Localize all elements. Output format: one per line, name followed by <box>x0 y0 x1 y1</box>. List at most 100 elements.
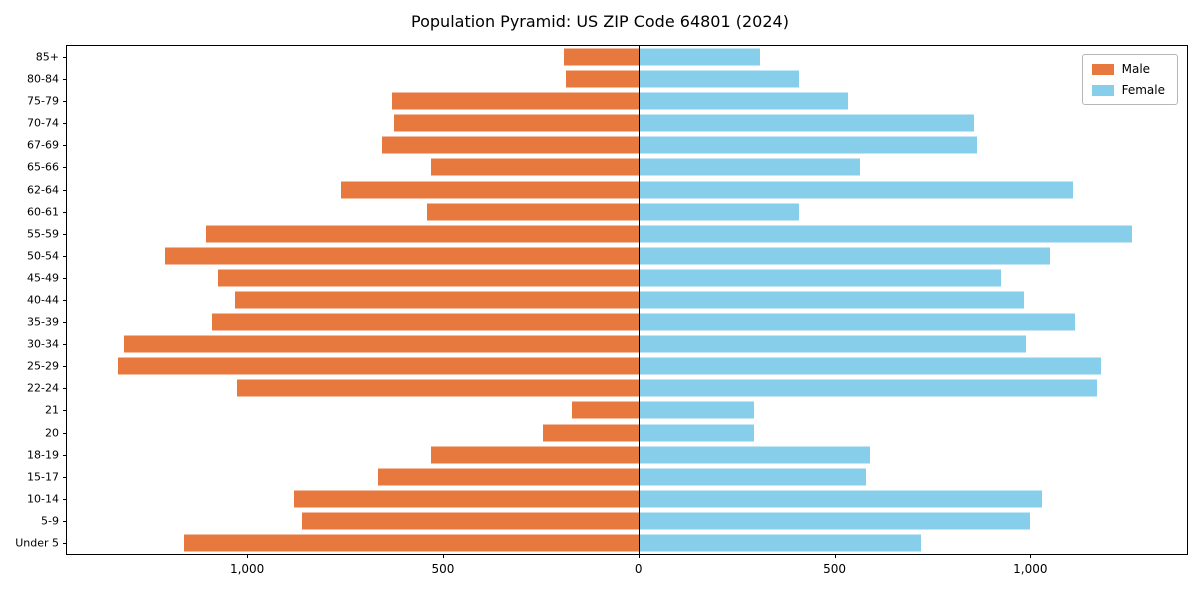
female-bar <box>638 446 870 464</box>
male-bar <box>393 114 639 132</box>
age-group-label: 55-59 <box>27 227 59 241</box>
age-group-label: 22-24 <box>27 381 59 395</box>
y-tick <box>63 344 67 346</box>
age-row: 65-66 <box>27 156 1187 178</box>
zero-axis-line <box>638 46 641 554</box>
female-bar <box>638 401 755 419</box>
y-tick <box>63 211 67 213</box>
female-bar <box>638 335 1027 353</box>
y-tick <box>63 101 67 103</box>
x-tick <box>442 554 444 558</box>
female-bar <box>638 512 1031 530</box>
age-group-label: 60-61 <box>27 205 59 219</box>
age-group-label: 80-84 <box>27 72 59 86</box>
age-group-label: 65-66 <box>27 160 59 174</box>
male-bar <box>542 424 639 441</box>
age-row: 21 <box>45 399 1187 421</box>
female-bar <box>638 158 860 176</box>
age-row: 25-29 <box>27 355 1187 377</box>
legend-entry-male: Male <box>1091 62 1165 76</box>
age-row: 20 <box>45 421 1187 443</box>
y-tick <box>63 57 67 59</box>
female-bar <box>638 225 1133 243</box>
female-bar <box>638 291 1025 309</box>
legend-entry-female: Female <box>1091 83 1165 97</box>
age-group-label: 45-49 <box>27 271 59 285</box>
female-bar <box>638 203 800 221</box>
age-group-label: 62-64 <box>27 183 59 197</box>
female-bar <box>638 468 866 486</box>
female-color-swatch <box>1091 84 1114 96</box>
y-tick <box>63 388 67 390</box>
male-bar <box>431 158 639 176</box>
age-row: 75-79 <box>27 90 1187 112</box>
female-bar <box>638 92 849 110</box>
x-tick-label: 500 <box>431 562 455 576</box>
age-group-label: 85+ <box>35 50 59 64</box>
female-bar <box>638 70 800 88</box>
x-tick <box>247 554 249 558</box>
y-tick <box>63 410 67 412</box>
male-color-swatch <box>1091 63 1114 75</box>
y-tick <box>63 123 67 125</box>
male-bar <box>206 225 639 243</box>
male-bar <box>572 401 639 419</box>
female-bar <box>638 534 921 552</box>
age-row: 10-14 <box>27 488 1187 510</box>
y-tick <box>63 145 67 147</box>
legend-label-female: Female <box>1121 83 1165 97</box>
x-tick <box>834 554 836 558</box>
age-row: Under 5 <box>15 532 1187 554</box>
male-bar <box>184 534 639 552</box>
male-bar <box>211 313 639 331</box>
y-tick <box>63 255 67 257</box>
chart-title: Population Pyramid: US ZIP Code 64801 (2… <box>411 12 789 31</box>
age-group-label: 20 <box>45 426 59 439</box>
female-bar <box>638 379 1097 397</box>
legend: Male Female <box>1081 54 1178 105</box>
male-bar <box>117 357 639 375</box>
age-group-label: 50-54 <box>27 249 59 263</box>
plot-area: 85+ 80-84 75-79 70-74 67-69 65-66 62-64 60-61 55… <box>15 45 1188 576</box>
age-row: 5-9 <box>41 510 1187 532</box>
female-bar <box>638 313 1076 331</box>
age-row: 80-84 <box>27 68 1187 90</box>
age-row: 18-19 <box>27 444 1187 466</box>
y-tick <box>63 520 67 522</box>
x-tick <box>1030 554 1032 558</box>
male-bar <box>235 291 639 309</box>
y-tick <box>63 167 67 169</box>
x-tick-label: 0 <box>634 562 643 576</box>
age-group-label: 18-19 <box>27 448 59 462</box>
male-bar <box>566 70 639 88</box>
y-tick <box>63 476 67 478</box>
female-bar <box>638 136 978 154</box>
male-bar <box>382 136 639 154</box>
male-bar <box>164 247 639 265</box>
age-group-label: 21 <box>45 403 59 417</box>
age-group-label: 40-44 <box>27 293 59 307</box>
female-bar <box>638 490 1043 508</box>
male-bar <box>294 490 639 508</box>
female-bar <box>638 357 1101 375</box>
age-group-label: 10-14 <box>27 492 59 506</box>
age-group-label: 70-74 <box>27 116 59 130</box>
y-tick <box>63 454 67 456</box>
y-tick <box>63 498 67 500</box>
male-bar <box>237 379 639 397</box>
age-group-label: 15-17 <box>27 470 59 484</box>
female-bar <box>638 181 1074 199</box>
age-group-label: 35-39 <box>27 315 59 329</box>
male-bar <box>564 48 639 66</box>
male-bar <box>301 512 639 530</box>
x-tick-label: 1,000 <box>229 562 265 576</box>
age-row: 70-74 <box>27 112 1187 134</box>
y-tick <box>63 189 67 191</box>
age-row: 35-39 <box>27 311 1187 333</box>
male-bar <box>392 92 639 110</box>
age-group-label: 30-34 <box>27 337 59 351</box>
female-bar <box>638 114 974 132</box>
age-row: 85+ <box>36 46 1187 68</box>
x-tick <box>638 554 640 558</box>
age-row: 67-69 <box>27 134 1187 156</box>
